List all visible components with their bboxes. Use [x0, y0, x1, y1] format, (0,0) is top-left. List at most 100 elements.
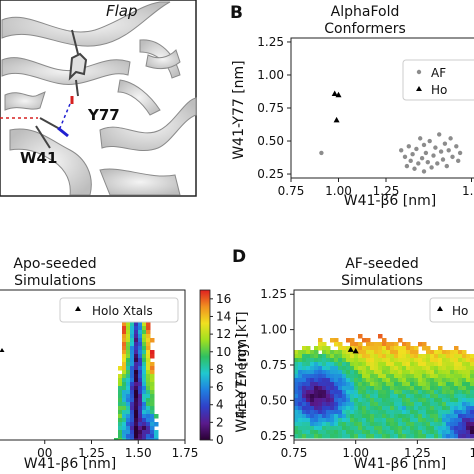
heat-cell	[430, 414, 435, 419]
heat-cell	[430, 366, 435, 371]
heat-cell	[310, 350, 315, 355]
heat-cell	[134, 402, 139, 407]
scatter-point-af	[444, 163, 449, 169]
heat-cell	[306, 378, 311, 383]
heat-cell	[450, 366, 455, 371]
heat-cell	[130, 410, 135, 415]
heat-cell	[314, 434, 319, 439]
heat-cell	[358, 394, 363, 399]
heat-cell	[346, 402, 351, 407]
heat-cell	[374, 434, 379, 439]
heat-cell	[370, 354, 375, 359]
heat-cell	[462, 398, 467, 403]
heat-cell	[434, 374, 439, 379]
heat-cell	[370, 362, 375, 367]
heat-cell	[378, 398, 383, 403]
heat-cell	[394, 370, 399, 375]
heat-cell	[422, 402, 427, 407]
heat-cell	[386, 382, 391, 387]
heat-cell	[302, 414, 307, 419]
heat-cell	[386, 422, 391, 427]
heat-cell	[118, 402, 123, 407]
heat-cell	[382, 414, 387, 419]
heat-cell	[130, 382, 135, 387]
heat-cell	[398, 422, 403, 427]
heat-cell	[418, 390, 423, 395]
heat-cell	[426, 426, 431, 431]
heat-cell	[322, 346, 327, 351]
heat-cell	[146, 342, 151, 347]
heat-cell	[298, 398, 303, 403]
heat-cell	[142, 342, 147, 347]
panel-d-legend-marker	[437, 306, 443, 311]
heat-cell	[126, 422, 131, 427]
heat-cell	[130, 342, 135, 347]
panel-c-xticks: 00 1.25 1.50 1.75	[37, 440, 198, 460]
heat-cell	[358, 354, 363, 359]
heat-cell	[466, 378, 471, 383]
heat-cell	[310, 418, 315, 423]
heat-cell	[302, 370, 307, 375]
heat-cell	[406, 398, 411, 403]
heat-cell	[306, 426, 311, 431]
heat-cell	[294, 374, 299, 379]
heat-cell	[398, 418, 403, 423]
scatter-point-af	[457, 150, 463, 156]
heat-cell	[438, 358, 443, 363]
heat-cell	[462, 382, 467, 387]
heat-cell	[314, 378, 319, 383]
heat-cell	[322, 430, 327, 435]
heat-cell	[394, 394, 399, 399]
heat-cell	[394, 422, 399, 427]
heat-cell	[122, 438, 127, 440]
heat-cell	[382, 366, 387, 371]
heat-cell	[438, 386, 443, 391]
heat-cell	[438, 374, 443, 379]
heat-cell	[142, 346, 147, 351]
heat-cell	[370, 342, 375, 347]
heat-cell	[370, 406, 375, 411]
heat-cell	[354, 358, 359, 363]
heat-cell	[142, 410, 147, 415]
heat-cell	[430, 374, 435, 379]
heat-cell	[130, 326, 135, 331]
heat-cell	[118, 378, 123, 383]
heat-cell	[390, 362, 395, 367]
heat-cell	[318, 354, 323, 359]
heat-cell	[146, 326, 151, 331]
heat-cell	[134, 350, 139, 355]
heat-cell	[130, 370, 135, 375]
heat-cell	[346, 418, 351, 423]
heat-cell	[302, 386, 307, 391]
heat-cell	[338, 410, 343, 415]
heat-cell	[418, 398, 423, 403]
x-tick-label: 1.25	[373, 184, 400, 198]
heat-cell	[306, 386, 311, 391]
heat-cell	[426, 398, 431, 403]
heat-cell	[338, 354, 343, 359]
heat-cell	[154, 430, 159, 435]
heat-cell	[378, 394, 383, 399]
heat-cell	[322, 418, 327, 423]
heat-cell	[326, 434, 331, 439]
heat-cell	[146, 394, 151, 399]
heat-cell	[402, 346, 407, 351]
heat-cell	[402, 358, 407, 363]
heat-cell	[426, 370, 431, 375]
heat-cell	[394, 410, 399, 415]
heat-cell	[458, 378, 463, 383]
heat-cell	[314, 354, 319, 359]
heat-cell	[386, 434, 391, 439]
heat-cell	[150, 378, 155, 383]
heat-cell	[462, 430, 467, 435]
heat-cell	[134, 390, 139, 395]
heat-cell	[422, 398, 427, 403]
heat-cell	[130, 386, 135, 391]
heat-cell	[294, 366, 299, 371]
heat-cell	[350, 342, 355, 347]
heat-cell	[462, 418, 467, 423]
heat-cell	[414, 430, 419, 435]
heat-cell	[374, 426, 379, 431]
heat-cell	[406, 414, 411, 419]
heat-cell	[394, 430, 399, 435]
